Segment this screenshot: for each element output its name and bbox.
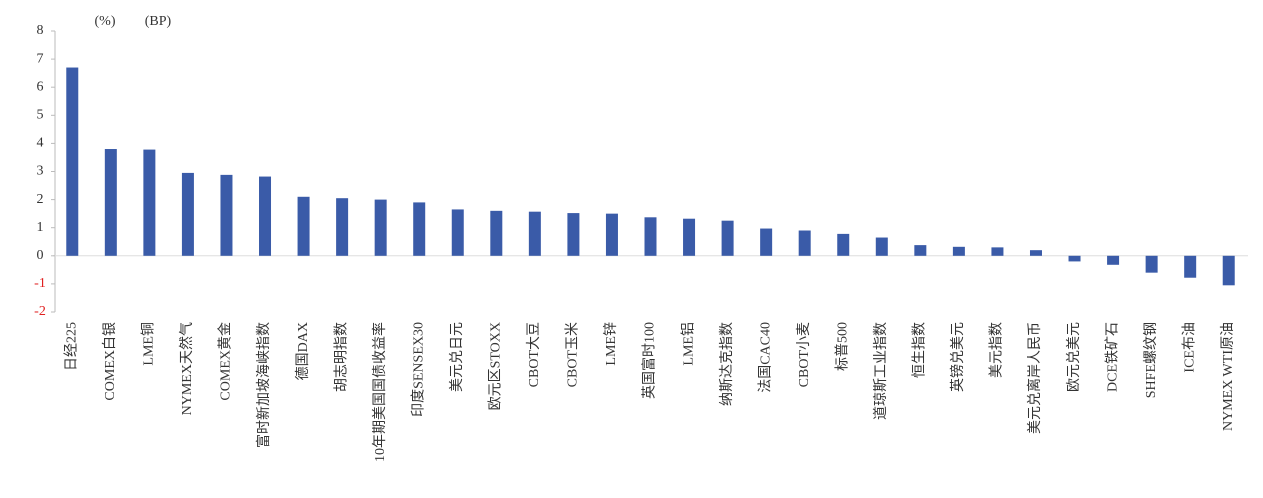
x-tick-label: LME锌 (603, 322, 619, 366)
y-tick-label: 7 (37, 51, 44, 66)
x-tick-label: 印度SENSEX30 (410, 322, 426, 417)
bar (837, 233, 850, 256)
bar (605, 213, 618, 256)
bar (490, 210, 503, 256)
bar (567, 213, 580, 256)
x-tick-label: 法国CAC40 (757, 322, 773, 393)
x-tick-label: 英镑兑美元 (949, 322, 966, 392)
bar (143, 149, 156, 256)
y-tick-label: 5 (37, 108, 44, 123)
y-tick-label: -1 (34, 276, 46, 291)
x-tick-label: 欧元区STOXX (488, 322, 504, 410)
bar (1184, 255, 1197, 278)
x-tick-label: 美元指数 (989, 322, 1005, 378)
bar (1068, 255, 1081, 262)
x-tick-label: LME铝 (680, 322, 696, 366)
x-tick-label: LME铜 (141, 322, 157, 366)
bar (374, 199, 387, 256)
x-tick-label: CBOT玉米 (565, 322, 581, 387)
x-tick-label: 德国DAX (295, 322, 311, 380)
x-tick-label: DCE铁矿石 (1104, 322, 1120, 392)
x-tick-label: 日经225 (63, 322, 79, 371)
x-tick-label: 美元兑离岸人民币 (1026, 322, 1043, 434)
y-tick-label: 8 (37, 23, 44, 38)
y-tick-label: 1 (37, 220, 44, 235)
x-tick-label: 恒生指数 (912, 322, 928, 378)
bar (297, 196, 310, 256)
unit-label: (BP) (145, 14, 172, 29)
x-tick-label: CBOT大豆 (526, 322, 542, 387)
bar (336, 198, 349, 256)
bar (914, 245, 927, 256)
x-tick-label: COMEX黄金 (217, 322, 234, 401)
x-tick-label: 富时新加坡海峡指数 (255, 322, 272, 448)
bar (683, 218, 696, 256)
x-tick-label: 10年期美国国债收益率 (371, 322, 388, 462)
x-tick-label: NYMEX天然气 (178, 322, 195, 415)
x-tick-label: COMEX白银 (102, 322, 118, 401)
x-tick-label: 英国富时100 (641, 322, 658, 399)
bar (875, 237, 888, 256)
bar (952, 246, 965, 256)
bar (644, 217, 657, 256)
bar (413, 202, 426, 256)
bar (451, 209, 464, 256)
bar (259, 176, 272, 256)
bar (760, 228, 773, 256)
bar (1222, 255, 1235, 286)
bar (104, 149, 117, 256)
x-tick-label: 胡志明指数 (333, 322, 349, 392)
x-tick-label: 纳斯达克指数 (719, 322, 735, 406)
bar (991, 247, 1004, 256)
y-tick-label: 2 (37, 192, 44, 207)
x-tick-label: SHFE螺纹钢 (1143, 322, 1159, 398)
y-tick-label: 6 (37, 79, 44, 94)
unit-label: (%) (95, 14, 116, 29)
x-tick-label: NYMEX WTI原油 (1220, 322, 1236, 431)
bar (1107, 255, 1120, 265)
y-tick-label: 0 (37, 248, 44, 263)
y-tick-label: -2 (34, 304, 46, 319)
y-tick-label: 4 (37, 136, 44, 151)
x-tick-label: CBOT小麦 (796, 322, 812, 387)
bar (66, 67, 79, 256)
x-tick-label: 美元兑日元 (449, 322, 465, 392)
x-tick-label: ICE布油 (1181, 322, 1197, 373)
bar (721, 220, 734, 256)
bar (181, 172, 194, 256)
x-tick-label: 道琼斯工业指数 (873, 322, 889, 420)
bar (1145, 255, 1158, 273)
bar (528, 211, 541, 256)
bar (1029, 250, 1042, 256)
x-tick-label: 欧元兑美元 (1066, 322, 1082, 392)
bar (220, 174, 233, 256)
bar (798, 230, 811, 256)
y-tick-label: 3 (37, 164, 44, 179)
x-tick-label: 标普500 (834, 322, 850, 371)
